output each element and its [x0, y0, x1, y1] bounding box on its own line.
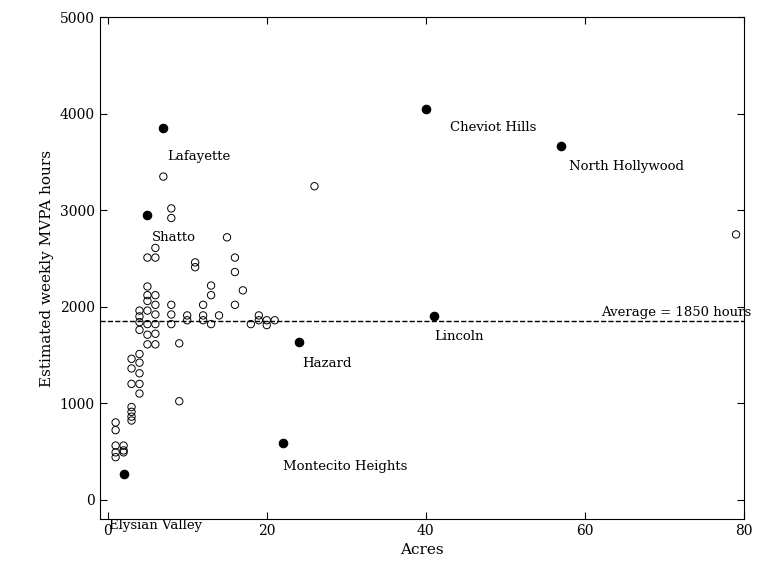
- Point: [150, 290, 162, 300]
- Point: [308, 181, 321, 191]
- Point: [141, 319, 153, 329]
- Point: [125, 407, 137, 416]
- Point: [237, 286, 249, 295]
- Point: [141, 330, 153, 339]
- Point: [165, 213, 177, 223]
- Point: [110, 441, 122, 450]
- Point: [229, 268, 241, 277]
- Point: [277, 438, 289, 447]
- Point: [141, 296, 153, 305]
- Point: [205, 319, 217, 329]
- Point: [173, 396, 186, 406]
- Point: [428, 312, 440, 321]
- Point: [252, 311, 265, 320]
- Text: Shatto: Shatto: [151, 231, 196, 244]
- Point: [125, 379, 137, 388]
- Point: [165, 203, 177, 213]
- Point: [150, 319, 162, 329]
- Point: [150, 300, 162, 310]
- Point: [141, 253, 153, 262]
- Point: [125, 364, 137, 373]
- Point: [150, 310, 162, 319]
- Point: [197, 315, 209, 325]
- Point: [125, 416, 137, 425]
- Point: [555, 141, 567, 150]
- Point: [165, 300, 177, 310]
- Point: [150, 340, 162, 349]
- Point: [221, 233, 233, 242]
- Point: [165, 319, 177, 329]
- Point: [110, 448, 122, 457]
- Point: [133, 318, 146, 327]
- Text: North Hollywood: North Hollywood: [569, 160, 684, 173]
- Point: [181, 311, 193, 320]
- Point: [110, 418, 122, 427]
- Point: [420, 104, 432, 114]
- Point: [141, 340, 153, 349]
- Point: [133, 325, 146, 335]
- Point: [141, 282, 153, 291]
- Point: [292, 338, 304, 347]
- Text: Montecito Heights: Montecito Heights: [283, 460, 407, 473]
- Point: [133, 379, 146, 388]
- Point: [261, 315, 273, 325]
- Point: [197, 300, 209, 310]
- Y-axis label: Estimated weekly MVPA hours: Estimated weekly MVPA hours: [40, 150, 54, 387]
- Point: [125, 402, 137, 412]
- Point: [165, 310, 177, 319]
- Point: [117, 441, 130, 450]
- Text: Hazard: Hazard: [302, 357, 352, 370]
- Text: Lafayette: Lafayette: [167, 150, 231, 163]
- Point: [197, 311, 209, 320]
- Point: [189, 262, 201, 272]
- Point: [141, 306, 153, 315]
- Point: [133, 312, 146, 321]
- Point: [189, 258, 201, 267]
- Point: [110, 426, 122, 435]
- Point: [157, 124, 170, 133]
- X-axis label: Acres: Acres: [400, 543, 443, 557]
- Text: Lincoln: Lincoln: [434, 331, 483, 343]
- Point: [150, 329, 162, 338]
- Point: [133, 306, 146, 315]
- Point: [205, 281, 217, 290]
- Point: [229, 300, 241, 310]
- Point: [150, 253, 162, 262]
- Point: [117, 448, 130, 457]
- Point: [205, 290, 217, 300]
- Point: [268, 315, 281, 325]
- Point: [125, 412, 137, 422]
- Point: [150, 243, 162, 252]
- Text: Average = 1850 hours: Average = 1850 hours: [601, 306, 751, 319]
- Point: [157, 172, 170, 181]
- Point: [110, 452, 122, 462]
- Point: [252, 315, 265, 325]
- Point: [117, 446, 130, 455]
- Point: [245, 319, 257, 329]
- Point: [141, 210, 153, 220]
- Point: [173, 339, 186, 348]
- Point: [133, 358, 146, 367]
- Point: [261, 321, 273, 330]
- Point: [117, 469, 130, 478]
- Point: [730, 230, 742, 239]
- Point: [213, 311, 225, 320]
- Point: [181, 315, 193, 325]
- Point: [141, 290, 153, 300]
- Point: [133, 368, 146, 378]
- Text: Elysian Valley: Elysian Valley: [109, 518, 202, 532]
- Point: [229, 253, 241, 262]
- Point: [125, 354, 137, 363]
- Point: [133, 389, 146, 398]
- Text: Cheviot Hills: Cheviot Hills: [449, 121, 536, 134]
- Point: [133, 349, 146, 359]
